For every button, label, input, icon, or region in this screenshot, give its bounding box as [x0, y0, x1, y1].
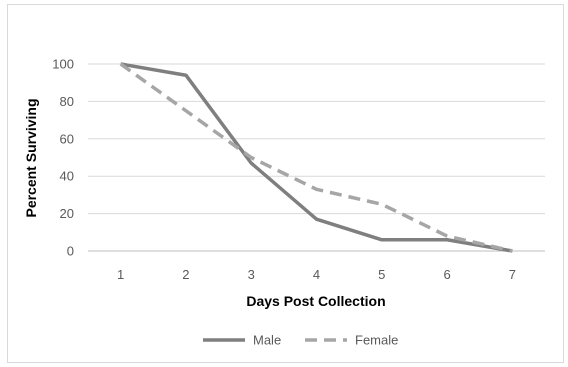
y-tick-label: 100: [52, 57, 74, 72]
y-tick-labels: 0 20 40 60 80 100: [52, 57, 74, 259]
y-tick-label: 0: [67, 244, 74, 259]
y-tick-label: 40: [60, 169, 74, 184]
y-tick-label: 80: [60, 94, 74, 109]
legend-label-male: Male: [253, 333, 281, 348]
legend-label-female: Female: [355, 333, 398, 348]
x-tick-label: 5: [378, 267, 385, 282]
x-axis-title: Days Post Collection: [246, 293, 385, 309]
gridlines: [88, 63, 545, 252]
y-axis-title: Percent Surviving: [23, 98, 39, 217]
legend: Male Female: [203, 333, 398, 348]
x-tick-label: 3: [248, 267, 255, 282]
x-tick-label: 2: [182, 267, 189, 282]
x-tick-label: 7: [509, 267, 516, 282]
x-tick-labels: 1 2 3 4 5 6 7: [117, 267, 516, 282]
series-lines: [119, 62, 513, 253]
x-tick-label: 1: [117, 267, 124, 282]
y-tick-label: 60: [60, 131, 74, 146]
y-tick-label: 20: [60, 206, 74, 221]
x-tick-label: 6: [443, 267, 450, 282]
x-tick-label: 4: [313, 267, 320, 282]
